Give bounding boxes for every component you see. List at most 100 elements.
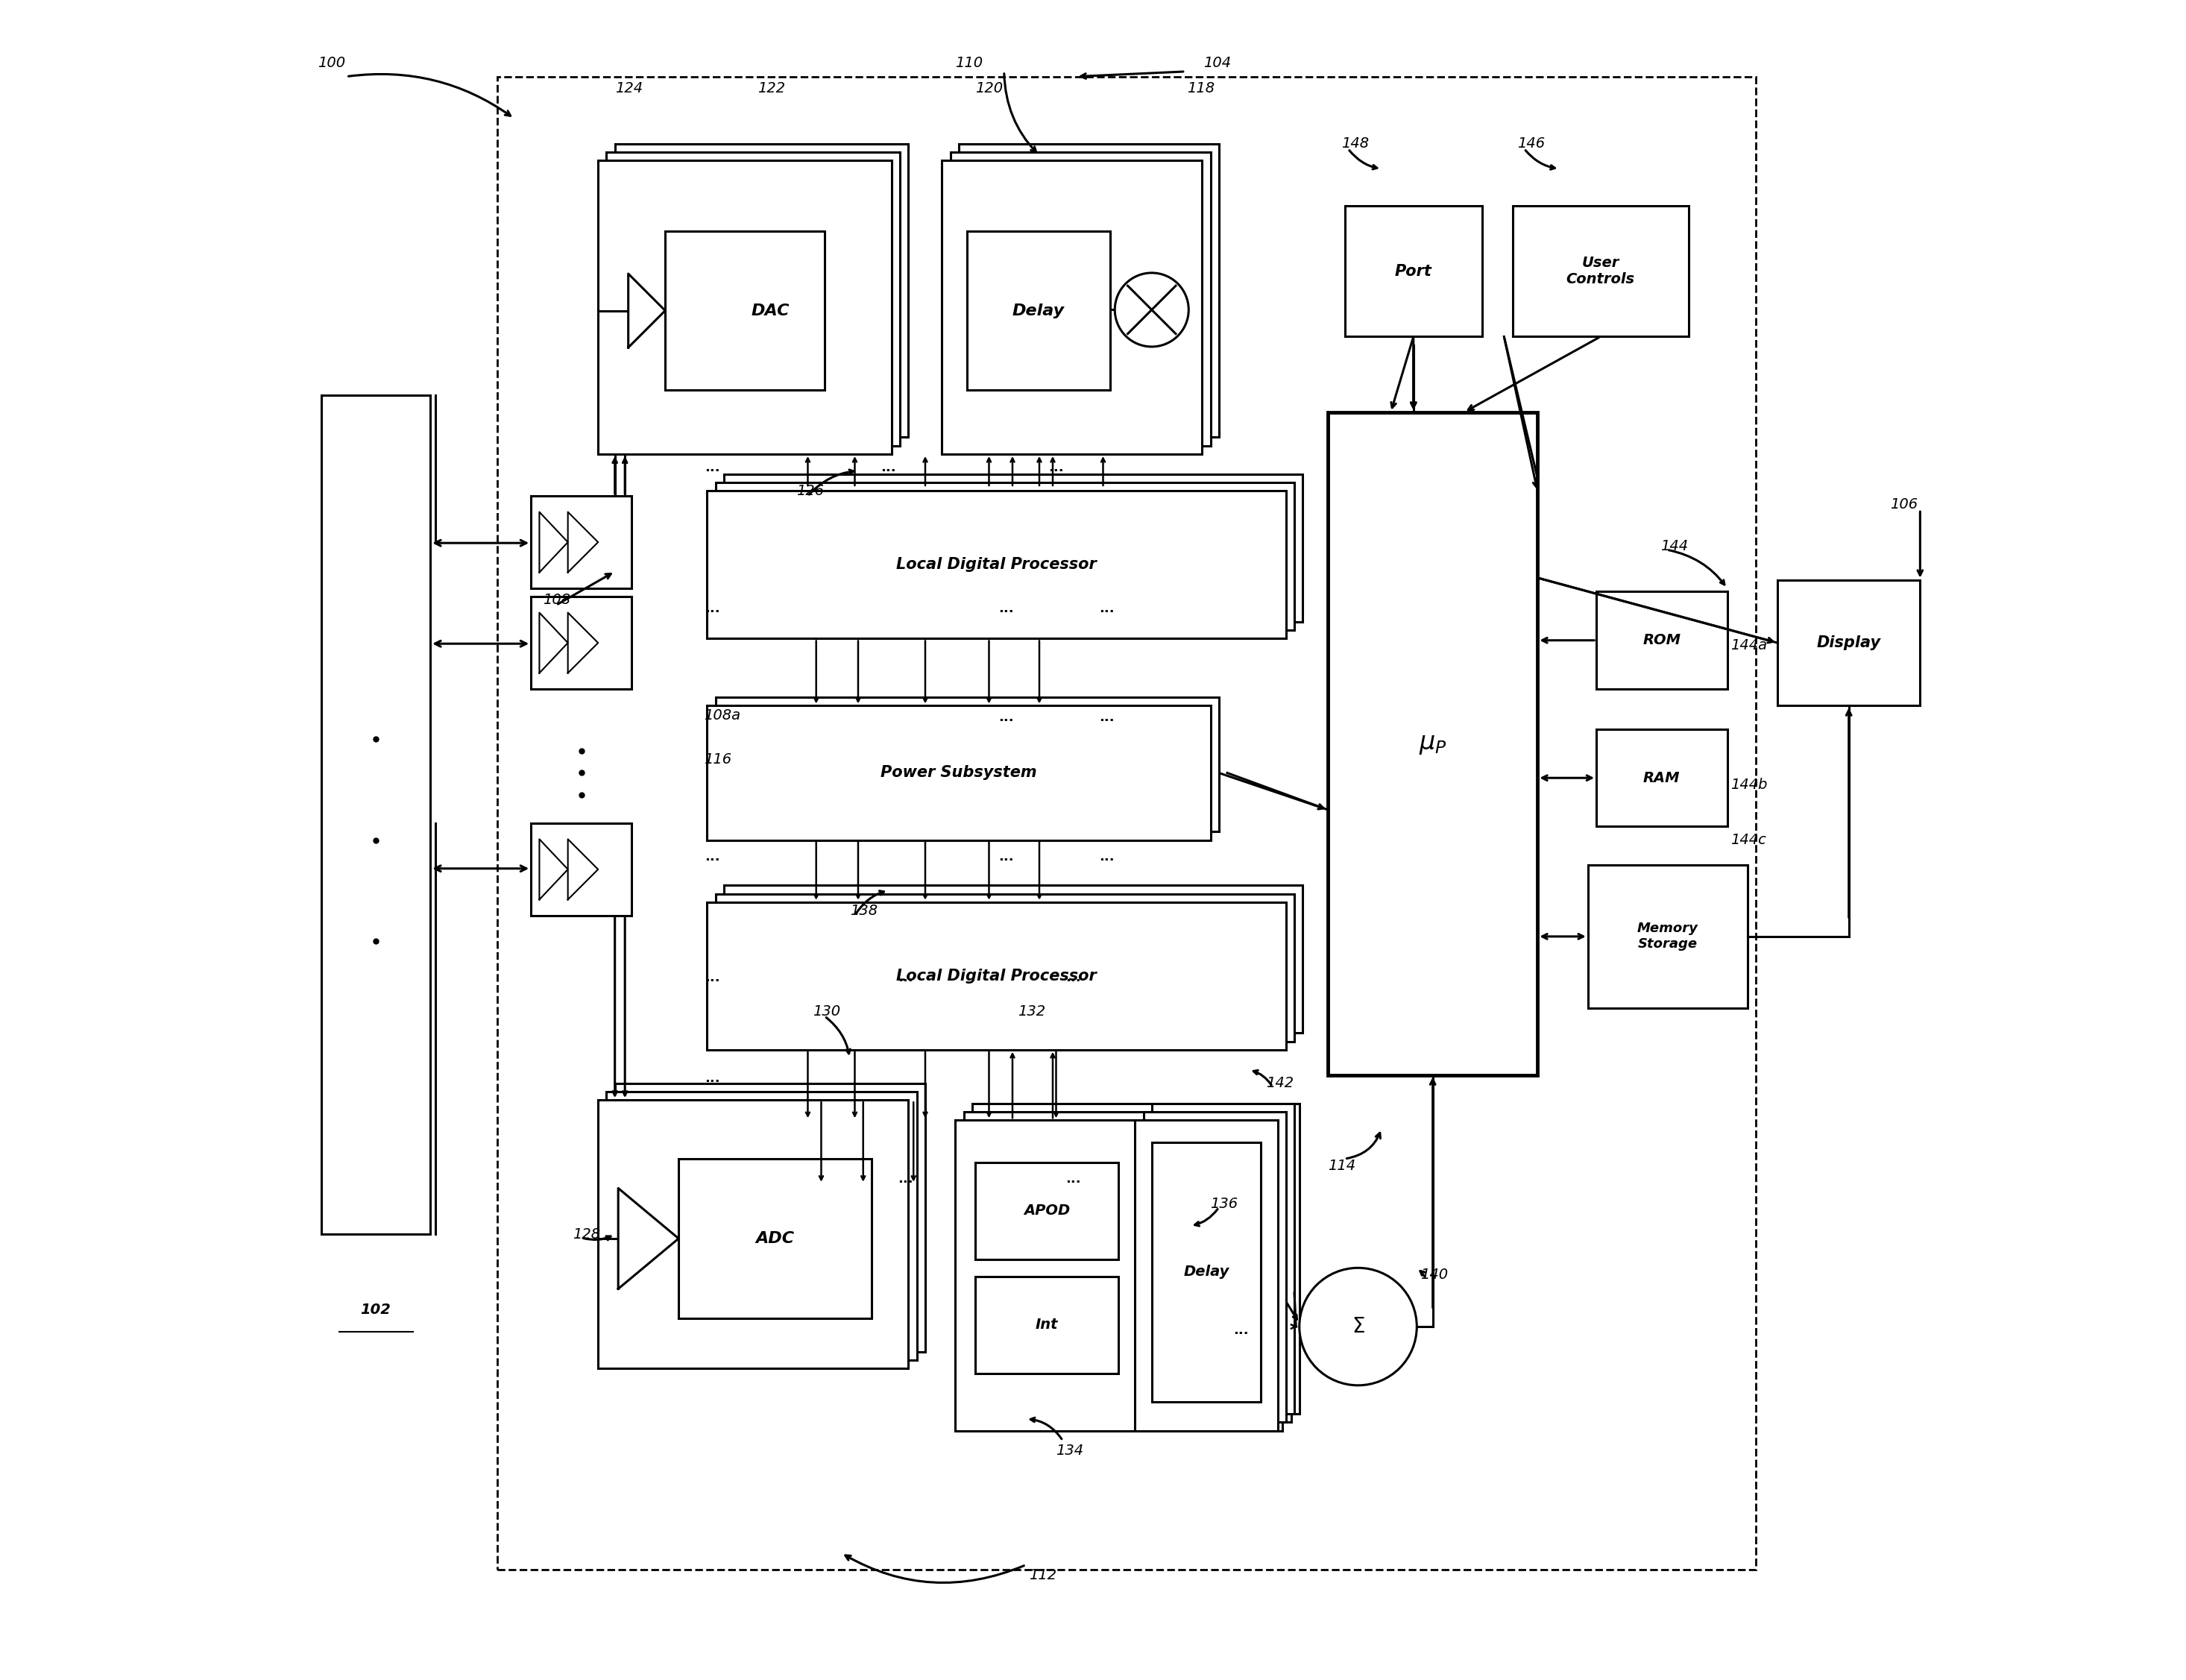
- Text: 124: 124: [614, 81, 643, 96]
- Text: 140: 140: [1421, 1267, 1447, 1282]
- Bar: [531, 823, 632, 916]
- Text: ...: ...: [1100, 601, 1115, 615]
- Text: RAM: RAM: [1644, 771, 1681, 785]
- Bar: [1596, 729, 1727, 827]
- Text: 136: 136: [1211, 1198, 1237, 1211]
- Bar: [942, 160, 1202, 454]
- Bar: [715, 894, 1294, 1042]
- Text: Power Subsystem: Power Subsystem: [881, 766, 1036, 780]
- Bar: [1143, 1112, 1285, 1423]
- Text: 138: 138: [850, 904, 877, 917]
- Bar: [966, 230, 1110, 390]
- Bar: [1596, 591, 1727, 689]
- Text: 122: 122: [759, 81, 785, 96]
- Text: ...: ...: [704, 601, 719, 615]
- Text: ...: ...: [704, 460, 719, 474]
- Bar: [706, 491, 1285, 638]
- Text: 134: 134: [1056, 1443, 1084, 1458]
- Bar: [614, 144, 909, 437]
- Bar: [975, 1277, 1119, 1374]
- Text: ...: ...: [881, 460, 896, 474]
- Bar: [606, 1092, 916, 1361]
- Text: ...: ...: [704, 1072, 719, 1085]
- Text: ...: ...: [999, 850, 1014, 864]
- Text: 128: 128: [573, 1226, 601, 1242]
- Text: ...: ...: [1065, 1173, 1080, 1186]
- Text: 126: 126: [796, 484, 824, 497]
- Bar: [715, 697, 1220, 832]
- Circle shape: [1298, 1268, 1417, 1386]
- Text: 108a: 108a: [704, 709, 741, 722]
- Text: ROM: ROM: [1642, 633, 1681, 647]
- Text: DAC: DAC: [750, 302, 789, 318]
- Text: ...: ...: [999, 711, 1014, 724]
- Bar: [599, 1100, 909, 1369]
- Text: 132: 132: [1016, 1005, 1045, 1018]
- Polygon shape: [540, 512, 568, 573]
- Text: 118: 118: [1187, 81, 1215, 96]
- Text: 112: 112: [1030, 1567, 1056, 1583]
- Bar: [599, 160, 892, 454]
- Text: Σ: Σ: [1351, 1315, 1364, 1337]
- Text: 106: 106: [1891, 497, 1917, 511]
- Bar: [724, 885, 1303, 1033]
- Bar: [955, 1121, 1283, 1431]
- Text: 144c: 144c: [1731, 833, 1766, 847]
- Bar: [498, 77, 1755, 1569]
- Bar: [724, 474, 1303, 622]
- Text: 104: 104: [1204, 55, 1231, 71]
- Bar: [975, 1163, 1119, 1260]
- Text: ...: ...: [1049, 460, 1065, 474]
- Text: User
Controls: User Controls: [1565, 255, 1635, 287]
- Text: 146: 146: [1517, 136, 1546, 151]
- Text: 148: 148: [1342, 136, 1368, 151]
- Text: ...: ...: [704, 971, 719, 984]
- Text: 108: 108: [542, 593, 571, 606]
- Text: Memory
Storage: Memory Storage: [1637, 922, 1699, 951]
- Text: 116: 116: [704, 753, 732, 766]
- Circle shape: [1115, 272, 1189, 346]
- Text: 120: 120: [975, 81, 1003, 96]
- Bar: [531, 596, 632, 689]
- Text: Display: Display: [1817, 635, 1880, 650]
- Text: APOD: APOD: [1023, 1205, 1071, 1218]
- Bar: [1135, 1121, 1277, 1431]
- Bar: [715, 482, 1294, 630]
- Bar: [706, 706, 1211, 840]
- Bar: [1152, 1104, 1294, 1415]
- Bar: [1327, 412, 1537, 1075]
- Text: 142: 142: [1266, 1077, 1294, 1090]
- Text: ...: ...: [1100, 850, 1115, 864]
- Text: 100: 100: [317, 55, 345, 71]
- Text: 130: 130: [813, 1005, 839, 1018]
- Polygon shape: [540, 840, 568, 899]
- Text: ...: ...: [1100, 711, 1115, 724]
- Bar: [665, 230, 824, 390]
- Bar: [1344, 205, 1482, 336]
- Text: ...: ...: [1065, 971, 1080, 984]
- Text: $\mu_P$: $\mu_P$: [1419, 731, 1447, 756]
- Bar: [973, 1104, 1298, 1415]
- Text: Local Digital Processor: Local Digital Processor: [896, 968, 1097, 983]
- Text: 144: 144: [1659, 539, 1688, 553]
- Polygon shape: [540, 613, 568, 674]
- Text: Local Digital Processor: Local Digital Processor: [896, 558, 1097, 573]
- Bar: [606, 153, 901, 445]
- Text: 110: 110: [955, 55, 984, 71]
- Polygon shape: [568, 840, 599, 899]
- Bar: [1587, 865, 1747, 1008]
- Text: 144a: 144a: [1731, 638, 1766, 652]
- Polygon shape: [627, 274, 665, 348]
- Text: 144b: 144b: [1731, 778, 1768, 791]
- Text: ADC: ADC: [756, 1231, 794, 1247]
- Polygon shape: [619, 1188, 678, 1289]
- Bar: [321, 395, 431, 1235]
- Text: ...: ...: [1233, 1324, 1248, 1337]
- Polygon shape: [568, 613, 599, 674]
- Bar: [1152, 1142, 1261, 1403]
- Text: 114: 114: [1327, 1159, 1355, 1173]
- Text: 102: 102: [361, 1302, 391, 1317]
- Bar: [678, 1159, 872, 1319]
- Text: Port: Port: [1395, 264, 1432, 279]
- Text: Delay: Delay: [1183, 1265, 1229, 1278]
